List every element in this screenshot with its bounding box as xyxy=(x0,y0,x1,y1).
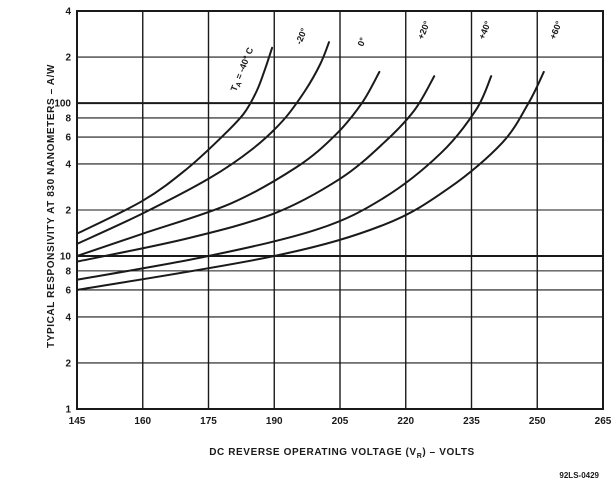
x-tick-label: 175 xyxy=(200,416,217,427)
plot-frame xyxy=(76,10,604,410)
curve-label-t-suffix: = -40° C xyxy=(233,45,256,82)
y-tick-label: 2 xyxy=(65,53,71,64)
x-axis-title-suffix: ) – VOLTS xyxy=(422,447,474,458)
y-tick-label: 4 xyxy=(65,159,71,170)
curve-label-plus-60c: +60° xyxy=(548,19,564,41)
curve-label-plus-40c: +40° xyxy=(477,19,493,41)
x-tick-label: 220 xyxy=(397,416,414,427)
grid xyxy=(77,11,603,409)
x-tick-label: 145 xyxy=(69,416,86,427)
series-line-3 xyxy=(76,75,436,263)
y-tick-label: 1 xyxy=(65,405,71,416)
x-axis-title-prefix: DC REVERSE OPERATING VOLTAGE (V xyxy=(209,447,417,458)
y-tick-label: 100 xyxy=(54,99,71,110)
y-tick-label: 4 xyxy=(65,312,71,323)
figure-id: 92LS-0429 xyxy=(559,471,599,480)
x-axis-title: DC REVERSE OPERATING VOLTAGE (VR) – VOLT… xyxy=(209,447,475,460)
y-axis-title: TYPICAL RESPONSIVITY AT 830 NANOMETERS –… xyxy=(46,64,57,348)
y-tick-label: 4 xyxy=(65,7,71,18)
series-group xyxy=(76,41,545,291)
curve-label-plus-20c: +20° xyxy=(416,19,432,41)
series-line-2 xyxy=(76,70,381,257)
x-tick-label: 250 xyxy=(529,416,546,427)
y-tick-label: 2 xyxy=(65,358,71,369)
y-tick-label: 10 xyxy=(60,252,72,263)
series-line-4 xyxy=(76,75,493,281)
x-tick-label: 160 xyxy=(134,416,151,427)
x-axis-title-sub: R xyxy=(417,453,423,460)
y-tick-label: 8 xyxy=(65,113,71,124)
y-tick-label: 2 xyxy=(65,206,71,217)
curve-label-minus-20c: -20° xyxy=(294,26,310,46)
series-line-0 xyxy=(76,46,274,235)
curve-label-minus-40c: TA = -40° C xyxy=(229,45,258,93)
curve-label-0c: 0° xyxy=(356,36,369,48)
curve-labels: TA = -40° C -20° 0° +20° +40° +60° xyxy=(229,19,564,93)
x-tick-label: 205 xyxy=(332,416,349,427)
x-tick-label: 265 xyxy=(595,416,612,427)
curve-label-t-sub: A xyxy=(235,81,243,88)
y-tick-label: 6 xyxy=(65,133,71,144)
tick-labels: 145 160 175 190 205 220 235 250 265 1 2 4 6 8 10 2 4 6 8 10… xyxy=(54,7,611,428)
curve-label-t: T xyxy=(229,83,241,92)
series-line-5 xyxy=(76,70,545,291)
y-tick-label: 6 xyxy=(65,285,71,296)
series-line-1 xyxy=(76,41,330,245)
x-tick-label: 190 xyxy=(266,416,283,427)
y-tick-label: 8 xyxy=(65,266,71,277)
x-tick-label: 235 xyxy=(463,416,480,427)
